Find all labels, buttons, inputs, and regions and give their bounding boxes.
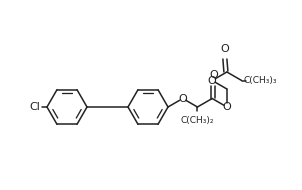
Text: C(CH₃)₃: C(CH₃)₃ <box>244 76 277 85</box>
Text: O: O <box>220 44 229 54</box>
Text: O: O <box>208 75 217 86</box>
Text: O: O <box>210 70 219 81</box>
Text: C(CH₃)₂: C(CH₃)₂ <box>181 116 214 125</box>
Text: O: O <box>178 93 187 104</box>
Text: O: O <box>223 102 231 112</box>
Text: Cl: Cl <box>29 102 40 112</box>
